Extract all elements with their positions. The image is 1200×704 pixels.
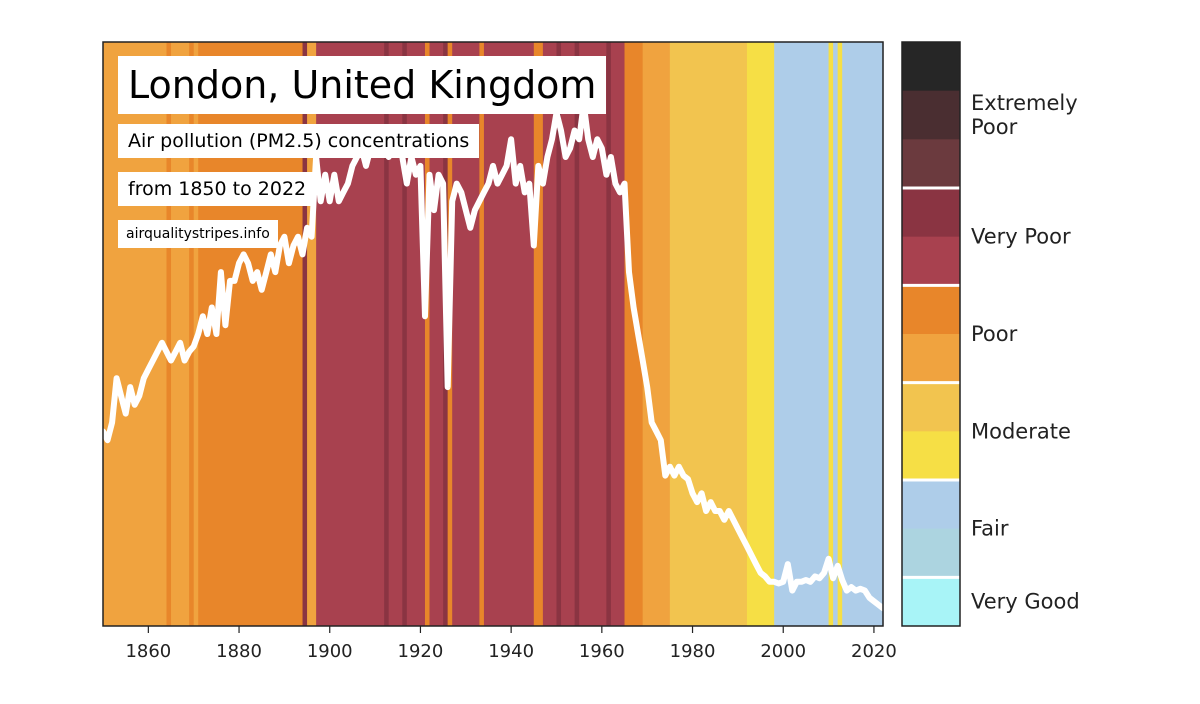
colorbar-swatch-3-0 bbox=[902, 382, 960, 432]
chart-source: airqualitystripes.info bbox=[118, 220, 278, 248]
colorbar-swatch-0-2 bbox=[902, 139, 960, 189]
plot-frame bbox=[102, 41, 884, 627]
x-tick-label-1900: 1900 bbox=[307, 641, 353, 662]
stripe-1992 bbox=[746, 42, 775, 626]
colorbar-swatch-4-1 bbox=[902, 528, 960, 578]
x-tick-label-2020: 2020 bbox=[851, 641, 897, 662]
stripe-1921 bbox=[424, 42, 431, 626]
stripe-1945 bbox=[533, 42, 544, 626]
stripe-1961 bbox=[606, 42, 612, 626]
colorbar-label-0: Extremely Poor bbox=[971, 91, 1078, 139]
stripe-1951 bbox=[561, 42, 576, 626]
x-tick-label-2000: 2000 bbox=[760, 641, 806, 662]
colorbar-swatch-1-1 bbox=[902, 236, 960, 286]
stripe-2013 bbox=[842, 42, 884, 626]
stripe-1894 bbox=[302, 42, 308, 626]
colorbar-frame bbox=[901, 41, 961, 627]
stripe-1954 bbox=[574, 42, 580, 626]
stripe-1934 bbox=[483, 42, 535, 626]
line-layer bbox=[100, 100, 886, 612]
stripe-1913 bbox=[388, 42, 403, 626]
chart-title: London, United Kingdom bbox=[118, 56, 607, 114]
stripe-1969 bbox=[642, 42, 671, 626]
x-tick-label-1880: 1880 bbox=[216, 641, 262, 662]
stripe-1916 bbox=[402, 42, 408, 626]
stripe-2011 bbox=[833, 42, 839, 626]
colorbar-swatch-0-1 bbox=[902, 90, 960, 140]
stripe-1998 bbox=[774, 42, 830, 626]
colorbar-label-5: Very Good bbox=[971, 590, 1080, 614]
colorbar-label-3: Moderate bbox=[971, 419, 1071, 443]
x-tick-label-1860: 1860 bbox=[125, 641, 171, 662]
stripe-1912 bbox=[384, 42, 390, 626]
chart-date-range: from 1850 to 2022 bbox=[118, 172, 317, 206]
stripe-1955 bbox=[579, 42, 607, 626]
x-tick-label-1960: 1960 bbox=[579, 641, 625, 662]
stripe-2010 bbox=[828, 42, 834, 626]
colorbar-swatch-2-0 bbox=[902, 285, 960, 335]
stripe-1965 bbox=[624, 42, 644, 626]
stripe-1933 bbox=[479, 42, 485, 626]
colorbar-swatch-4-0 bbox=[902, 480, 960, 530]
stripe-1962 bbox=[610, 42, 626, 626]
stripe-1975 bbox=[669, 42, 748, 626]
colorbar-swatch-1-0 bbox=[902, 188, 960, 238]
stripe-2012 bbox=[837, 42, 843, 626]
x-tick-label-1940: 1940 bbox=[488, 641, 534, 662]
colorbar-label-1: Very Poor bbox=[971, 225, 1071, 249]
stripe-1947 bbox=[542, 42, 558, 626]
stripe-1895 bbox=[307, 42, 317, 626]
colorbar-label-2: Poor bbox=[971, 322, 1018, 346]
chart-subtitle: Air pollution (PM2.5) concentrations bbox=[118, 124, 480, 158]
colorbar-swatch-2-1 bbox=[902, 334, 960, 384]
colorbar: Extremely Poor Very Poor Poor Moderate Fair Ve… bbox=[901, 41, 1080, 627]
colorbar-swatch-5-0 bbox=[902, 577, 960, 627]
stripe-1864 bbox=[166, 42, 172, 626]
x-tick-label-1920: 1920 bbox=[398, 641, 444, 662]
colorbar-label-4: Fair bbox=[971, 517, 1009, 541]
colorbar-swatch-0-0 bbox=[902, 42, 960, 92]
series-line-0 bbox=[100, 100, 886, 612]
stripe-1869 bbox=[189, 42, 195, 626]
stripe-1950 bbox=[556, 42, 562, 626]
colorbar-swatch-3-1 bbox=[902, 431, 960, 481]
x-axis: 1860 1880 1900 1920 1940 1960 1980 2000 2020 bbox=[125, 626, 897, 662]
x-tick-label-1980: 1980 bbox=[670, 641, 716, 662]
stripes bbox=[103, 42, 884, 626]
